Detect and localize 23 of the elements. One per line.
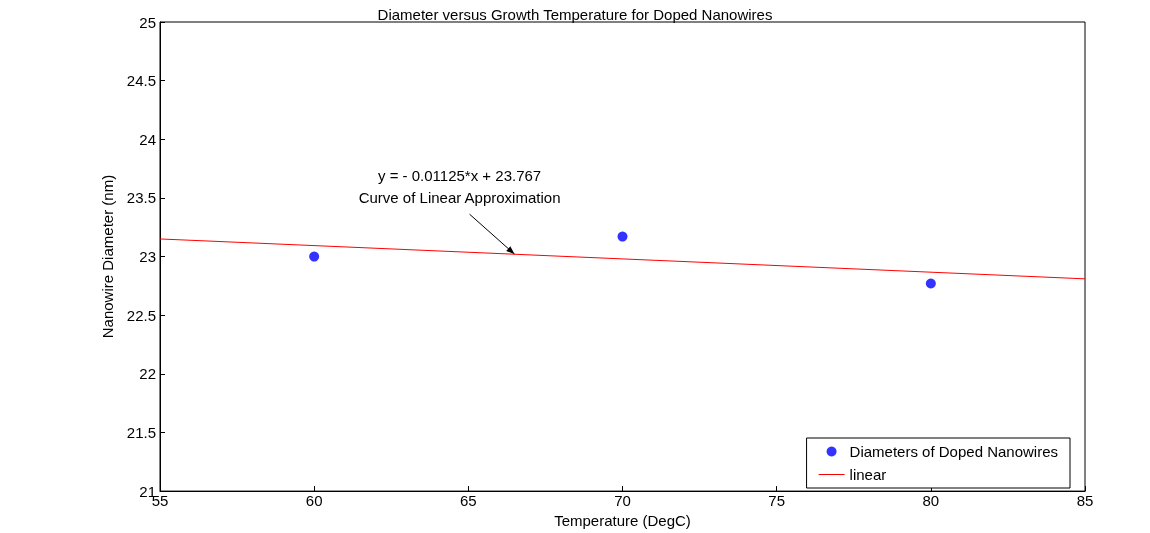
y-tick-label: 25	[139, 13, 156, 31]
y-tick-label: 22.5	[126, 306, 156, 324]
x-tick-label: 80	[922, 492, 940, 510]
y-tick-label: 22	[139, 365, 156, 383]
annotation: y = - 0.01125*x + 23.767 Curve of Linear Approximation	[358, 166, 561, 206]
x-tick-label: 65	[459, 492, 477, 510]
y-tick-label: 21.5	[126, 423, 156, 441]
y-axis-title: Nanowire Diameter (nm)	[99, 174, 116, 339]
y-tick-label: 23.5	[126, 189, 156, 207]
point	[309, 251, 320, 262]
x-tick-label: 85	[1076, 492, 1094, 510]
y-tick-label: 24.5	[126, 72, 156, 90]
y-tick-label: 23	[139, 248, 156, 266]
point	[617, 231, 628, 242]
x-axis-title: Temperature (DegC)	[554, 512, 691, 529]
point	[925, 278, 936, 289]
y-tick-label: 24	[139, 130, 156, 148]
chart-title: Diameter versus Growth Temperature for Doped Nanowires	[377, 6, 773, 23]
legend-label: Diameters of Doped Nanowires	[849, 443, 1059, 460]
x-tick-label: 70	[614, 492, 631, 510]
legend-label: linear	[849, 466, 887, 483]
x-tick-label: 60	[305, 492, 323, 510]
x-tick-label: 75	[768, 492, 786, 510]
